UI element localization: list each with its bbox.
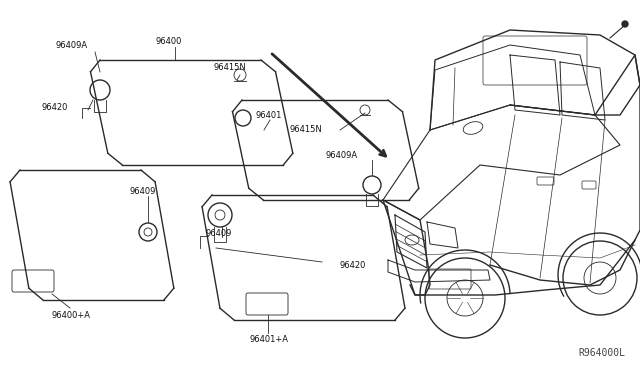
- Text: 96401+A: 96401+A: [250, 336, 289, 344]
- Text: 96400+A: 96400+A: [52, 311, 91, 320]
- Text: 96409: 96409: [205, 228, 232, 237]
- Circle shape: [622, 21, 628, 27]
- Text: 96401: 96401: [255, 110, 282, 119]
- Text: 96409A: 96409A: [325, 151, 357, 160]
- Text: 96420: 96420: [340, 260, 366, 269]
- Text: 96400: 96400: [155, 38, 181, 46]
- Text: 96409A: 96409A: [56, 42, 88, 51]
- Text: 96409: 96409: [130, 187, 156, 196]
- Text: 96420: 96420: [42, 103, 68, 112]
- Text: 96415N: 96415N: [290, 125, 323, 135]
- Text: 96415N: 96415N: [213, 64, 246, 73]
- Text: R964000L: R964000L: [578, 348, 625, 358]
